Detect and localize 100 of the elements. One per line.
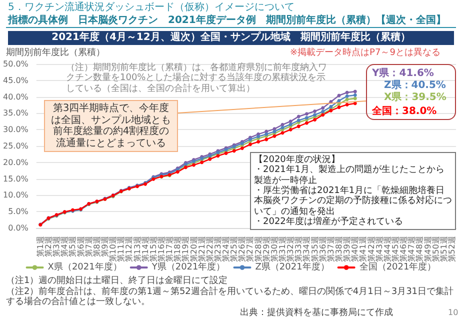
y-tick-label: 5.0% <box>8 207 29 216</box>
point <box>337 98 341 102</box>
point <box>280 131 284 135</box>
x-tick-label: 第35週 <box>310 236 320 262</box>
point <box>313 109 317 113</box>
x-tick-label: 第5週 <box>68 236 78 258</box>
point <box>248 142 252 146</box>
x-tick-label: 第42週 <box>366 236 376 262</box>
y-tick-label: 20.0% <box>2 158 29 167</box>
x-tick-label: 第49週 <box>423 236 432 262</box>
x-tick-label: 第11週 <box>116 236 126 262</box>
x-tick-label: 第32週 <box>286 236 296 262</box>
y-tick-label: 45.0% <box>2 76 29 85</box>
x-tick-label: 第29週 <box>262 236 271 262</box>
annotation: ・厚生労働省は2021年1月に「乾燥細胞培養日本脳炎ワクチンの定期の予防接種に係る対応について」の通知を発出 <box>254 186 452 217</box>
point <box>232 149 236 153</box>
y-tick-label: 0.0% <box>8 224 29 232</box>
x-tick-label: 第38週 <box>334 236 344 262</box>
point <box>256 140 260 144</box>
legend-label: 全国（2021年度） <box>359 262 436 272</box>
legend-label: Y県（2021年度） <box>150 262 226 272</box>
point <box>353 102 357 106</box>
annotation: 全国：38.0% <box>372 106 437 118</box>
point <box>353 93 357 97</box>
chart-subtitle: 指標の具体例 日本脳炎ワクチン 2021年度データ例 期間別前年度比（累積）【週次・全国】 <box>8 15 446 26</box>
annotation: Y県：41.6% <box>372 68 434 80</box>
x-tick-label: 第30週 <box>270 236 279 262</box>
legend-label: Z県（2021年度） <box>255 262 330 272</box>
point <box>240 146 244 150</box>
text: 10 <box>448 308 458 318</box>
x-tick-label: 第51週 <box>439 236 448 262</box>
x-tick-label: 第43週 <box>374 236 384 262</box>
annotation: Z県：40.5% <box>384 80 446 92</box>
x-tick-label: 第40週 <box>350 236 360 262</box>
x-tick-label: 第28週 <box>254 236 263 262</box>
x-tick-label: 第37週 <box>326 236 336 262</box>
x-tick-label: 第12週 <box>124 236 134 262</box>
x-tick-label: 第1週 <box>36 236 45 258</box>
x-tick-label: 第13週 <box>132 236 142 262</box>
x-tick-label: 第27週 <box>246 236 255 262</box>
x-tick-label: 第33週 <box>294 236 304 262</box>
x-tick-label: 第44週 <box>382 236 392 262</box>
x-tick-label: 第52週 <box>447 236 456 262</box>
legend-label: X県（2021年度） <box>48 262 122 272</box>
point <box>329 104 333 108</box>
x-tick-label: 第4週 <box>60 236 70 258</box>
x-tick-label: 第17週 <box>165 236 174 262</box>
x-tick-label: 第39週 <box>342 236 352 262</box>
x-tick-label: 第15週 <box>148 236 158 262</box>
point <box>353 96 357 100</box>
y-tick-label: 10.0% <box>2 190 29 200</box>
point <box>353 90 357 94</box>
y-tick-label: 50.0% <box>2 60 29 68</box>
point <box>345 94 349 98</box>
point <box>272 134 276 138</box>
x-tick-label: 第25週 <box>230 236 239 262</box>
annotation: ・2021年1月、製造上の問題が生じたことから製造が一時停止 <box>254 165 446 186</box>
y-tick-label: 25.0% <box>2 142 29 150</box>
point <box>304 121 308 125</box>
x-tick-label: 第48週 <box>415 236 424 262</box>
annotation: X県：39.5% <box>384 92 446 104</box>
x-tick-label: 第10週 <box>108 236 118 262</box>
x-tick-label: 第3週 <box>52 236 62 258</box>
x-tick-label: 第16週 <box>156 236 166 262</box>
point <box>296 124 300 128</box>
x-tick-label: 第22週 <box>205 236 214 262</box>
x-tick-label: 第9週 <box>100 236 110 258</box>
x-tick-label: 第34週 <box>302 236 312 262</box>
point <box>321 106 325 110</box>
x-tick-label: 第14週 <box>140 236 150 262</box>
point <box>337 106 341 110</box>
x-tick-label: 第47週 <box>407 236 416 262</box>
x-tick-label: 第31週 <box>278 236 288 262</box>
annotation: （注）期間別前年度比（累積）は、各都道府県別に前年度納入ワクチン数量を100%とした場合に対する当該年度の累積状況を示している（全国は、全国の合計を用いて算出） <box>66 63 328 94</box>
y-axis-title: 期間別前年度比（累積） <box>6 48 105 58</box>
point <box>264 138 268 142</box>
point <box>288 128 292 132</box>
x-tick-label: 第24週 <box>222 236 231 262</box>
x-tick-label: 第2週 <box>44 236 54 258</box>
text: 2021年度（4月～12月、週次）全国・サンプル地域 期間別前年度比（累積） <box>8 31 454 44</box>
chart-title: 5．ワクチン流通状況ダッシュボード（仮称）イメージについて <box>8 2 294 14</box>
x-tick-label: 第20週 <box>189 236 198 262</box>
text: ※掲載データ時点はP7～9とは異なる <box>290 48 440 58</box>
x-tick-label: 第45週 <box>390 236 400 262</box>
annotation: 【2020年度の状況】 <box>254 155 340 165</box>
x-tick-label: 第6週 <box>76 236 86 258</box>
point <box>304 112 308 116</box>
point <box>200 160 204 164</box>
text: （注1）週の開始日は土曜日、終了日は金曜日にて設定 <box>6 276 229 286</box>
annotation: ・2022年度は増産が予定されている <box>254 217 404 228</box>
x-tick-label: 第50週 <box>431 236 440 262</box>
source-note: 出典：提供資料を基に事務局にて作成 <box>240 308 393 318</box>
x-tick-label: 第7週 <box>84 236 94 258</box>
point <box>345 90 349 94</box>
y-tick-label: 30.0% <box>2 125 29 134</box>
x-tick-label: 第21週 <box>197 236 206 262</box>
y-tick-label: 15.0% <box>2 174 29 184</box>
x-tick-label: 第41週 <box>358 236 368 262</box>
point <box>313 118 317 122</box>
point <box>296 114 300 118</box>
